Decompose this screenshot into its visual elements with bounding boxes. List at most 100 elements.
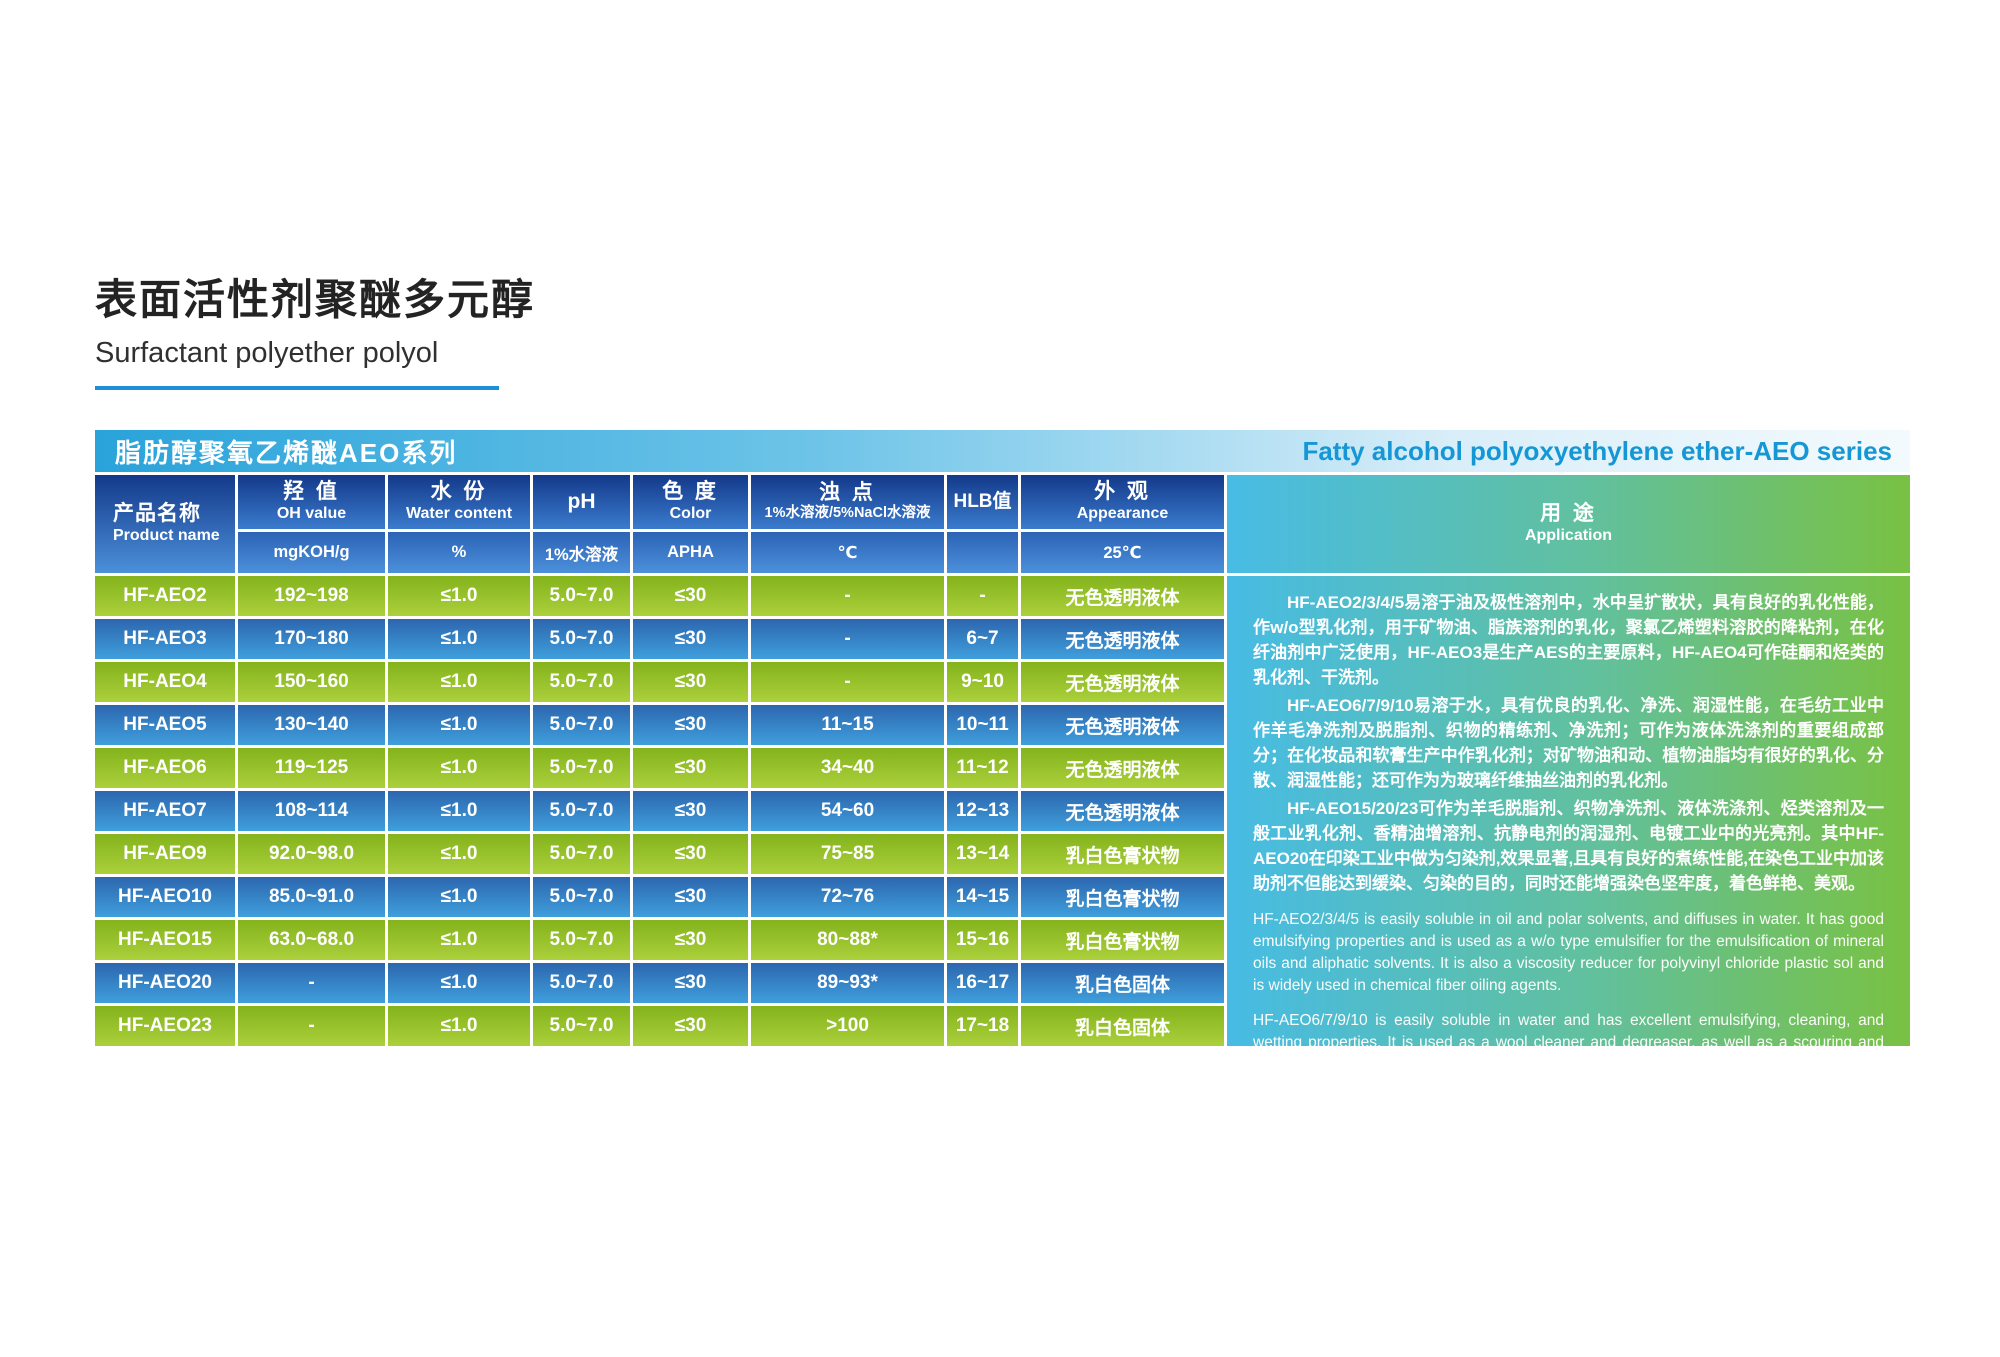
cloud-point-cell: 80~88* [751,920,944,960]
cloud-point-cell: - [751,662,944,702]
cloud-point-cell: - [751,576,944,616]
column-header-en: Application [1524,527,1613,545]
column-header-product-name: 产品名称 Product name [95,475,235,573]
application-paragraph-cn: HF-AEO2/3/4/5易溶于油及极性溶剂中，水中呈扩散状，具有良好的乳化性能… [1253,593,1884,687]
column-header-cn: 外 观 [1094,480,1151,504]
color-cell: ≤30 [633,576,748,616]
hlb-cell: 13~14 [947,834,1018,874]
water-content-cell: ≤1.0 [388,920,530,960]
hlb-cell: 14~15 [947,877,1018,917]
color-cell: ≤30 [633,662,748,702]
oh-value-cell: 92.0~98.0 [238,834,385,874]
appearance-cell: 无色透明液体 [1021,576,1224,616]
color-cell: ≤30 [633,877,748,917]
hlb-cell: - [947,576,1018,616]
application-panel: HF-AEO2/3/4/5易溶于油及极性溶剂中，水中呈扩散状，具有良好的乳化性能… [1227,576,1910,1046]
product-name-cell: HF-AEO2 [95,576,235,616]
appearance-cell: 无色透明液体 [1021,619,1224,659]
water-content-cell: ≤1.0 [388,662,530,702]
oh-value-cell: 170~180 [238,619,385,659]
hlb-cell: 9~10 [947,662,1018,702]
water-content-cell: ≤1.0 [388,1006,530,1046]
spec-grid: 产品名称 Product name 羟 值 OH value 水 份 Water… [95,475,1910,1046]
ph-cell: 5.0~7.0 [533,662,630,702]
water-content-cell: ≤1.0 [388,791,530,831]
appearance-cell: 乳白色固体 [1021,1006,1224,1046]
product-name-cell: HF-AEO5 [95,705,235,745]
color-cell: ≤30 [633,1006,748,1046]
product-name-cell: HF-AEO15 [95,920,235,960]
application-paragraph-en: HF-AEO6/7/9/10 is easily soluble in wate… [1253,1012,1884,1046]
product-name-cell: HF-AEO4 [95,662,235,702]
ph-cell: 5.0~7.0 [533,1006,630,1046]
column-header-cn: HLB值 [953,491,1012,513]
cloud-point-cell: 11~15 [751,705,944,745]
water-content-cell: ≤1.0 [388,963,530,1003]
hlb-cell: 11~12 [947,748,1018,788]
column-header-en: OH value [276,505,347,523]
appearance-cell: 无色透明液体 [1021,748,1224,788]
oh-value-cell: 130~140 [238,705,385,745]
color-cell: ≤30 [633,920,748,960]
column-header-en: Color [669,505,712,523]
unit-cell-oh: mgKOH/g [238,532,385,573]
application-text-cn: HF-AEO2/3/4/5易溶于油及极性溶剂中，水中呈扩散状，具有良好的乳化性能… [1253,590,1884,896]
cloud-point-cell: - [751,619,944,659]
product-name-cell: HF-AEO6 [95,748,235,788]
title-underline [95,386,499,390]
hlb-cell: 15~16 [947,920,1018,960]
column-header-en: Appearance [1076,505,1169,523]
cloud-point-cell: 89~93* [751,963,944,1003]
series-title-cn: 脂肪醇聚氧乙烯醚AEO系列 [115,437,458,468]
unit-cell-ph: 1%水溶液 [533,532,630,573]
ph-cell: 5.0~7.0 [533,877,630,917]
color-cell: ≤30 [633,705,748,745]
column-header-en: Water content [405,505,513,523]
water-content-cell: ≤1.0 [388,576,530,616]
water-content-cell: ≤1.0 [388,834,530,874]
oh-value-cell: - [238,1006,385,1046]
aeo-series-table: 脂肪醇聚氧乙烯醚AEO系列 Fatty alcohol polyoxyethyl… [95,430,1910,1046]
oh-value-cell: 150~160 [238,662,385,702]
column-header-oh-value: 羟 值 OH value [238,475,385,529]
cloud-point-cell: >100 [751,1006,944,1046]
color-cell: ≤30 [633,791,748,831]
hlb-cell: 16~17 [947,963,1018,1003]
unit-cell-water: % [388,532,530,573]
column-header-cloud-point: 浊 点 1%水溶液/5%NaCl水溶液 [751,475,944,529]
appearance-cell: 乳白色膏状物 [1021,877,1224,917]
ph-cell: 5.0~7.0 [533,576,630,616]
cloud-point-cell: 75~85 [751,834,944,874]
application-paragraph-cn: HF-AEO15/20/23可作为羊毛脱脂剂、织物净洗剂、液体洗涤剂、烃类溶剂及… [1253,799,1884,893]
product-name-cell: HF-AEO20 [95,963,235,1003]
cloud-point-cell: 72~76 [751,877,944,917]
unit-cell-hlb [947,532,1018,573]
cloud-point-cell: 34~40 [751,748,944,788]
appearance-cell: 乳白色固体 [1021,963,1224,1003]
page-title: 表面活性剂聚醚多元醇 [95,276,536,323]
oh-value-cell: 119~125 [238,748,385,788]
application-paragraph-cn: HF-AEO6/7/9/10易溶于水，具有优良的乳化、净洗、润湿性能，在毛纺工业… [1253,696,1884,790]
color-cell: ≤30 [633,834,748,874]
product-name-cell: HF-AEO3 [95,619,235,659]
column-header-cn: 羟 值 [283,480,340,504]
oh-value-cell: 63.0~68.0 [238,920,385,960]
column-header-cn: 用 途 [1540,502,1597,526]
unit-cell-color: APHA [633,532,748,573]
ph-cell: 5.0~7.0 [533,834,630,874]
column-header-color: 色 度 Color [633,475,748,529]
color-cell: ≤30 [633,619,748,659]
hlb-cell: 6~7 [947,619,1018,659]
application-paragraph-en: HF-AEO2/3/4/5 is easily soluble in oil a… [1253,911,1884,994]
oh-value-cell: 85.0~91.0 [238,877,385,917]
appearance-cell: 无色透明液体 [1021,662,1224,702]
ph-cell: 5.0~7.0 [533,791,630,831]
series-title-en: Fatty alcohol polyoxyethylene ether-AEO … [1302,435,1892,466]
column-header-cn: 水 份 [430,480,488,504]
appearance-cell: 乳白色膏状物 [1021,834,1224,874]
water-content-cell: ≤1.0 [388,619,530,659]
unit-cell-cloud-point: ℃ [751,532,944,573]
column-header-cn: 浊 点 [819,481,876,505]
appearance-cell: 无色透明液体 [1021,791,1224,831]
